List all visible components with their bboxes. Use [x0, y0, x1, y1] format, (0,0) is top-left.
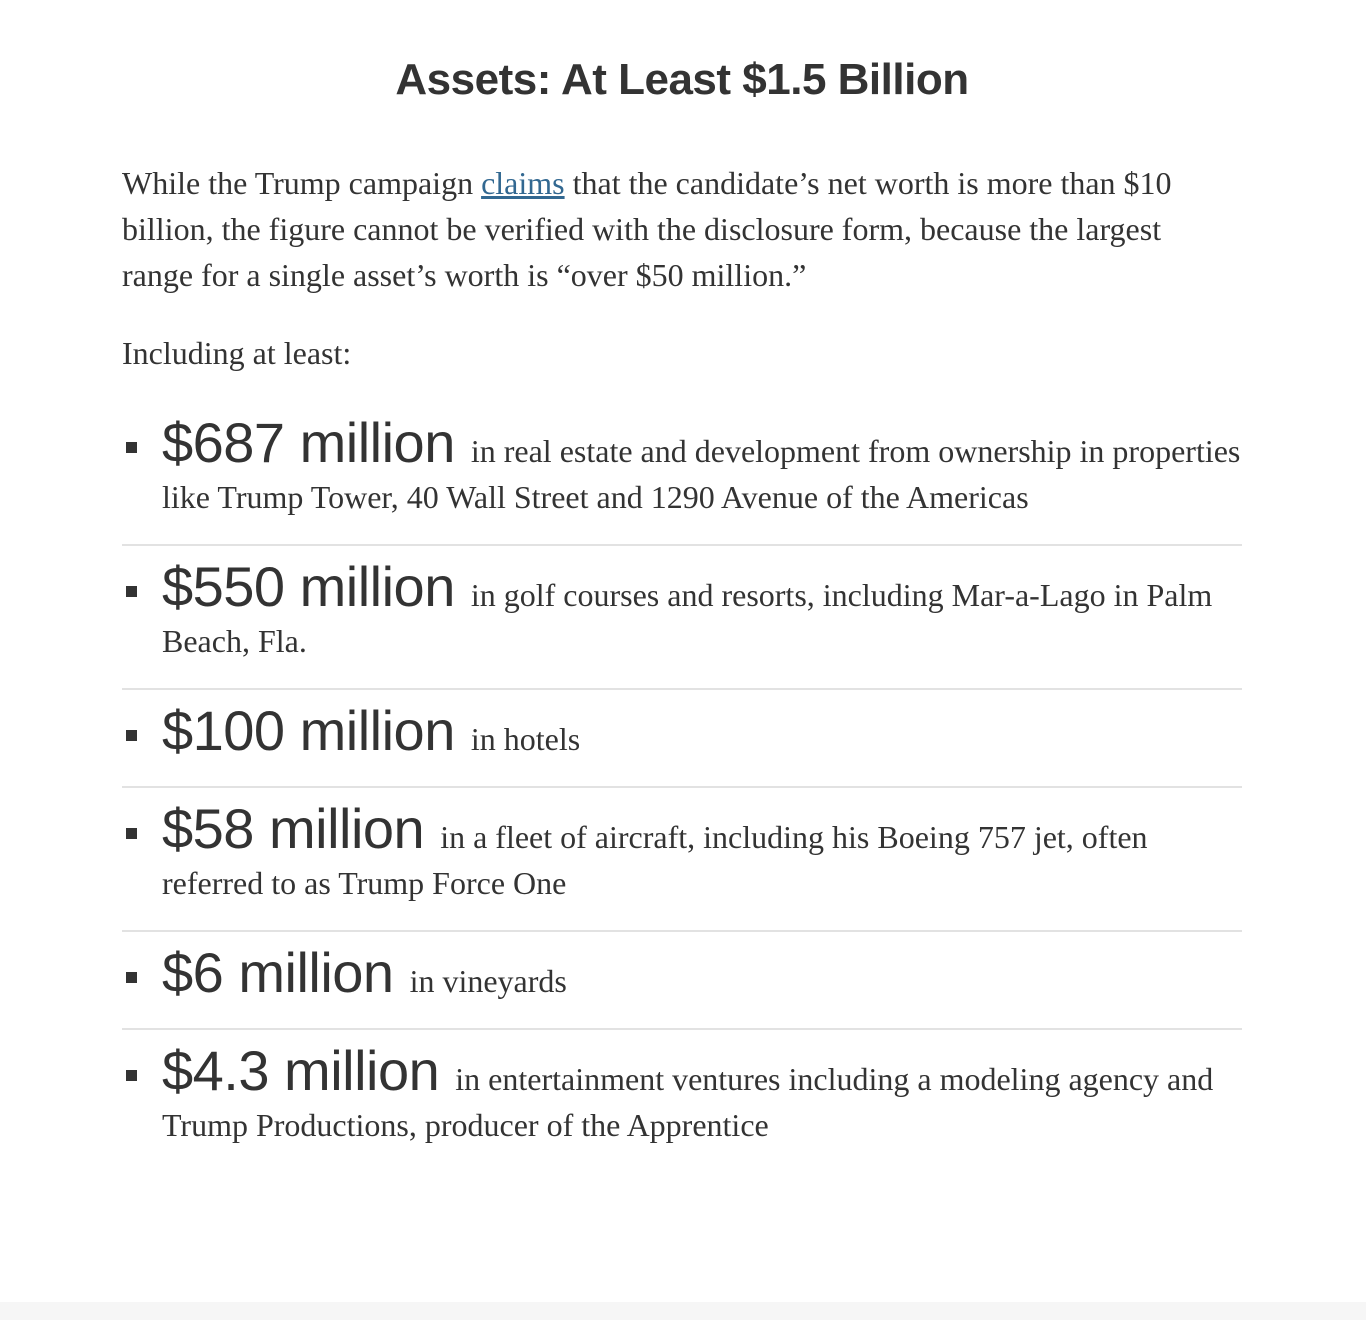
bullet-icon: [126, 730, 137, 741]
section-title: Assets: At Least $1.5 Billion: [395, 55, 969, 104]
asset-amount: $550 million: [162, 555, 455, 618]
asset-list: $687 million in real estate and developme…: [122, 402, 1242, 1172]
asset-item-vineyards: $6 million in vineyards: [122, 932, 1242, 1030]
intro-text-after-link: that the candidate’s net worth is more t…: [122, 165, 1172, 293]
article: Assets: At Least $1.5 Billion While the …: [122, 0, 1242, 1172]
intro-paragraph: While the Trump campaign claims that the…: [122, 160, 1202, 298]
list-lead: Including at least:: [122, 335, 352, 371]
asset-item-golf: $550 million in golf courses and resorts,…: [122, 546, 1242, 690]
bullet-icon: [126, 442, 137, 453]
asset-item-hotels: $100 million in hotels: [122, 690, 1242, 788]
asset-amount: $6 million: [162, 941, 394, 1004]
asset-description: in a fleet of aircraft, including his Bo…: [162, 819, 1148, 901]
bullet-icon: [126, 828, 137, 839]
asset-description: in golf courses and resorts, including M…: [162, 577, 1213, 659]
asset-amount: $4.3 million: [162, 1039, 440, 1102]
asset-description: in real estate and development from owne…: [162, 433, 1241, 515]
bullet-icon: [126, 586, 137, 597]
asset-amount: $100 million: [162, 699, 455, 762]
asset-item-entertainment: $4.3 million in entertainment ventures in…: [122, 1030, 1242, 1172]
bullet-icon: [126, 972, 137, 983]
asset-description: in hotels: [470, 721, 581, 757]
asset-description: in vineyards: [409, 963, 567, 999]
asset-description: in entertainment ventures including a mo…: [162, 1061, 1214, 1143]
asset-amount: $58 million: [162, 797, 425, 860]
intro-text-before-link: While the Trump campaign: [122, 165, 482, 201]
bullet-icon: [126, 1070, 137, 1081]
page-footer-strip: [0, 1302, 1366, 1320]
asset-item-real-estate: $687 million in real estate and developme…: [122, 402, 1242, 546]
asset-item-aircraft: $58 million in a fleet of aircraft, inclu…: [122, 788, 1242, 932]
claims-link[interactable]: claims: [481, 165, 565, 201]
asset-amount: $687 million: [162, 411, 455, 474]
